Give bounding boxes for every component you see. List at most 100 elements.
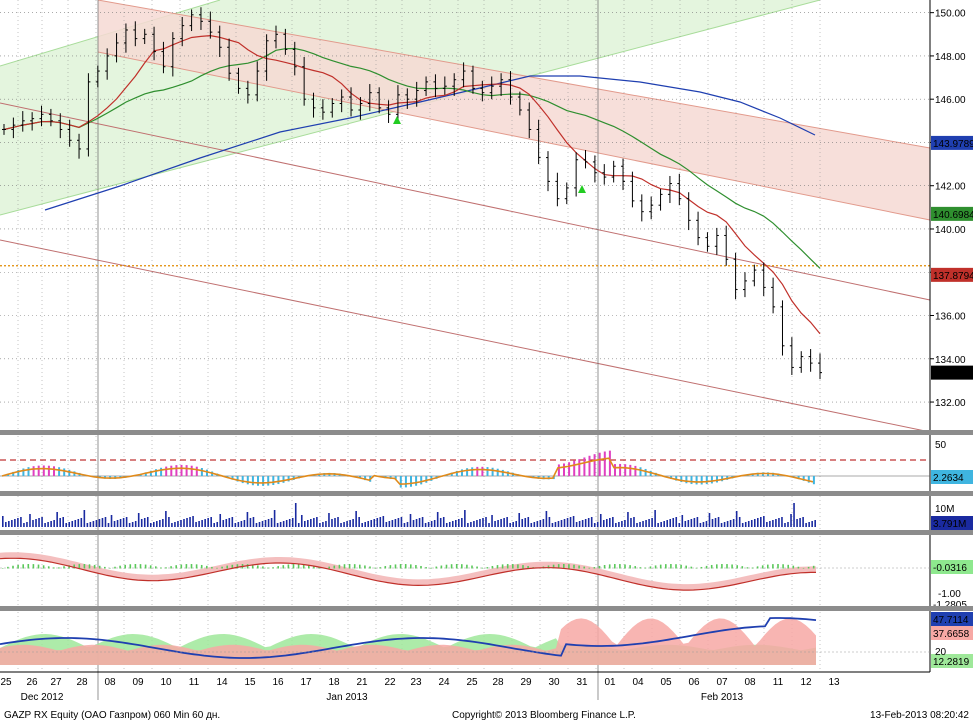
macd-bar xyxy=(430,567,432,569)
macd-bar xyxy=(221,566,223,569)
volume-bar xyxy=(708,513,711,527)
rsi-bar xyxy=(603,451,606,476)
macd-bar xyxy=(654,565,657,569)
volume-bar xyxy=(560,520,563,527)
volume-bar xyxy=(772,520,774,527)
volume-bar xyxy=(207,518,209,527)
volume-bar xyxy=(204,519,206,527)
volume-bar xyxy=(669,519,672,527)
rsi-bar xyxy=(700,476,703,485)
macd-bar xyxy=(297,564,300,569)
macd-bar xyxy=(435,566,438,569)
x-day-label: 10 xyxy=(160,677,172,688)
macd-bar xyxy=(527,566,529,569)
ma-green-line xyxy=(3,47,821,269)
macd-bar xyxy=(58,567,60,569)
volume-bar xyxy=(548,517,551,527)
volume-bar xyxy=(183,519,185,527)
x-day-label: 29 xyxy=(520,677,532,688)
volume-bar xyxy=(539,520,542,527)
rsi-bar xyxy=(180,464,183,476)
volume-bar xyxy=(186,518,188,527)
volume-bar xyxy=(642,521,644,527)
macd-bar xyxy=(639,567,642,569)
rsi-bar xyxy=(185,465,188,476)
rsi-bar xyxy=(58,467,61,476)
volume-bar xyxy=(602,520,605,527)
volume-bar xyxy=(572,516,575,527)
volume-bar xyxy=(285,520,288,527)
volume-bar xyxy=(159,520,161,527)
macd-bar xyxy=(659,564,662,569)
volume-bar xyxy=(584,519,587,527)
volume-bar xyxy=(125,517,128,527)
rsi-bar xyxy=(37,465,40,476)
rsi-bar xyxy=(471,467,474,476)
rsi-bar xyxy=(466,468,469,476)
macd-minus1-label: -1.00 xyxy=(938,589,961,600)
macd-bar xyxy=(343,564,346,569)
volume-bar xyxy=(23,523,25,527)
macd-bar xyxy=(802,567,805,569)
macd-bar xyxy=(348,564,351,569)
rsi-bar xyxy=(236,476,239,482)
volume-bar xyxy=(261,521,264,527)
volume-bar xyxy=(116,520,119,527)
x-day-label: 11 xyxy=(189,677,200,688)
volume-value-tag-bg xyxy=(931,516,973,530)
rsi-bar xyxy=(797,476,800,480)
volume-bar xyxy=(684,521,687,527)
volume-bar xyxy=(134,521,137,527)
rsi-bar xyxy=(399,476,402,488)
rsi-bar xyxy=(27,467,30,476)
volume-bar xyxy=(606,519,608,527)
volume-bar xyxy=(473,521,475,527)
volume-bar xyxy=(107,523,110,527)
macd-bar xyxy=(129,564,132,569)
volume-bar xyxy=(11,520,13,527)
volume-bar xyxy=(627,512,629,527)
volume-bar xyxy=(370,520,373,527)
macd-bar xyxy=(588,567,591,569)
macd-bar xyxy=(751,567,754,569)
panel-separator-1 xyxy=(0,430,973,435)
volume-bar xyxy=(630,518,632,527)
macd-bar xyxy=(812,565,815,569)
volume-bar xyxy=(421,517,424,527)
macd-histogram xyxy=(2,564,815,569)
volume-bar xyxy=(757,518,759,527)
macd-bar xyxy=(338,564,341,569)
macd-bar xyxy=(32,564,35,569)
volume-bar xyxy=(2,516,4,527)
volume-bar xyxy=(59,518,61,527)
volume-bar xyxy=(811,521,813,527)
volume-bar xyxy=(545,511,548,527)
volume-bar xyxy=(775,519,777,527)
volume-bar xyxy=(542,519,545,527)
y-tick-label: 148.00 xyxy=(935,52,966,63)
volume-bar xyxy=(313,518,315,527)
volume-bar xyxy=(527,517,530,527)
macd-bar xyxy=(496,565,499,569)
volume-bar xyxy=(83,510,86,527)
x-axis-day-ticks: 25 26 27 28 08 09 10 11 14 15 16 17 18 21 22 23 24 25 28 29… xyxy=(0,677,840,688)
volume-bar xyxy=(65,523,68,527)
volume-bar xyxy=(593,523,596,527)
volume-bar xyxy=(448,522,451,527)
dmi-20-label: 20 xyxy=(935,647,947,658)
macd-signal-tag: -1.2805 xyxy=(933,600,967,611)
volume-bar xyxy=(5,522,7,527)
macd-bar xyxy=(466,564,468,569)
macd-bar xyxy=(37,564,40,569)
rsi-bar xyxy=(624,464,627,476)
volume-bar xyxy=(382,516,385,527)
macd-bar xyxy=(104,566,106,569)
macd-bar xyxy=(155,566,157,569)
macd-bar xyxy=(792,565,795,569)
macd-bar xyxy=(109,567,111,569)
rsi-bar xyxy=(685,476,688,484)
macd-bar xyxy=(782,564,784,569)
macd-bar xyxy=(807,566,810,569)
dmi-minus-tag: 12.2819 xyxy=(933,657,970,668)
macd-bar xyxy=(277,566,279,569)
